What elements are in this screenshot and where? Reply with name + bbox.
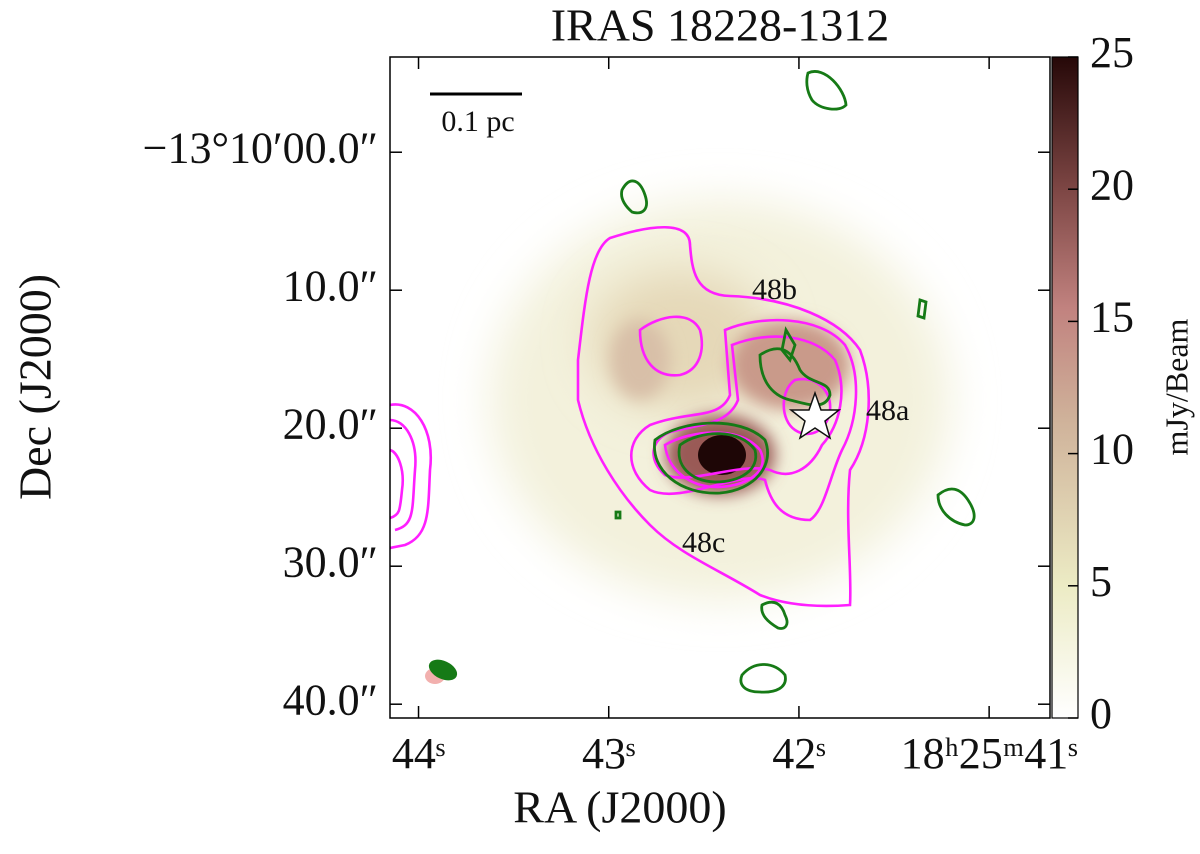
x-tick-label: 18ʰ25ᵐ41ˢ [901,729,1078,778]
annotation: 48b [752,273,797,306]
x-axis-label: RA (J2000) [513,782,726,833]
y-tick-label: 40.0″ [283,675,378,724]
plot-frame [389,56,1051,719]
scale-bar-label: 0.1 pc [441,105,514,138]
y-tick-label: 30.0″ [283,537,378,586]
colorbar-tick-label: 5 [1090,557,1112,606]
y-tick-label: 20.0″ [283,399,378,448]
colorbar [1051,56,1079,719]
colorbar-tick-label: 10 [1090,425,1134,474]
x-tick-label: 42ˢ [772,729,825,778]
y-tick-label: −13°10′00.0″ [143,123,378,172]
chart-title: IRAS 18228-1312 [551,0,890,51]
colorbar-tick-label: 15 [1090,292,1134,341]
annotation: 48a [866,394,909,427]
colorbar-tick-label: 25 [1090,28,1134,77]
colorbar-tick-label: 0 [1090,689,1112,738]
colorbar-label: mJy/Beam [1158,318,1194,455]
x-tick-label: 44ˢ [392,729,445,778]
colorbar-tick-label: 20 [1090,160,1134,209]
y-axis-label: Dec (J2000) [10,274,61,500]
image [390,57,1050,718]
x-tick-label: 43ˢ [582,729,635,778]
annotation: 48c [682,526,725,559]
y-tick-label: 10.0″ [283,261,378,310]
